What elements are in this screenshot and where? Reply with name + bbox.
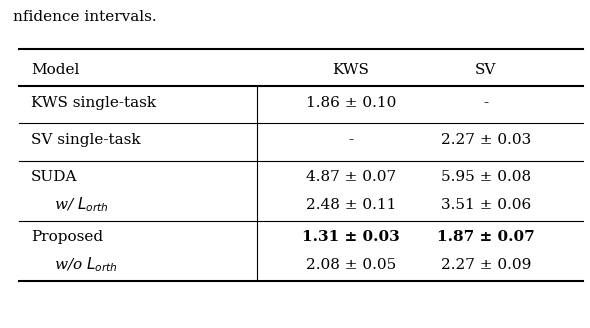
Text: 1.86 ± 0.10: 1.86 ± 0.10: [306, 96, 396, 110]
Text: 2.27 ± 0.09: 2.27 ± 0.09: [441, 258, 531, 272]
Text: Model: Model: [31, 64, 79, 77]
Text: 4.87 ± 0.07: 4.87 ± 0.07: [306, 170, 396, 184]
Text: SV: SV: [475, 64, 497, 77]
Text: SV single-task: SV single-task: [31, 133, 140, 147]
Text: 3.51 ± 0.06: 3.51 ± 0.06: [441, 198, 531, 212]
Text: KWS: KWS: [332, 64, 369, 77]
Text: -: -: [348, 133, 353, 147]
Text: 2.27 ± 0.03: 2.27 ± 0.03: [441, 133, 531, 147]
Text: nfidence intervals.: nfidence intervals.: [13, 10, 157, 24]
Text: 5.95 ± 0.08: 5.95 ± 0.08: [441, 170, 531, 184]
Text: Proposed: Proposed: [31, 230, 103, 244]
Text: 1.87 ± 0.07: 1.87 ± 0.07: [437, 230, 535, 244]
Text: 1.31 ± 0.03: 1.31 ± 0.03: [302, 230, 399, 244]
Text: 2.48 ± 0.11: 2.48 ± 0.11: [306, 198, 396, 212]
Text: -: -: [483, 96, 489, 110]
Text: w/o $L_{orth}$: w/o $L_{orth}$: [54, 256, 118, 274]
Text: KWS single-task: KWS single-task: [31, 96, 156, 110]
Text: SUDA: SUDA: [31, 170, 77, 184]
Text: w/ $L_{orth}$: w/ $L_{orth}$: [54, 195, 109, 214]
Text: 2.08 ± 0.05: 2.08 ± 0.05: [306, 258, 396, 272]
